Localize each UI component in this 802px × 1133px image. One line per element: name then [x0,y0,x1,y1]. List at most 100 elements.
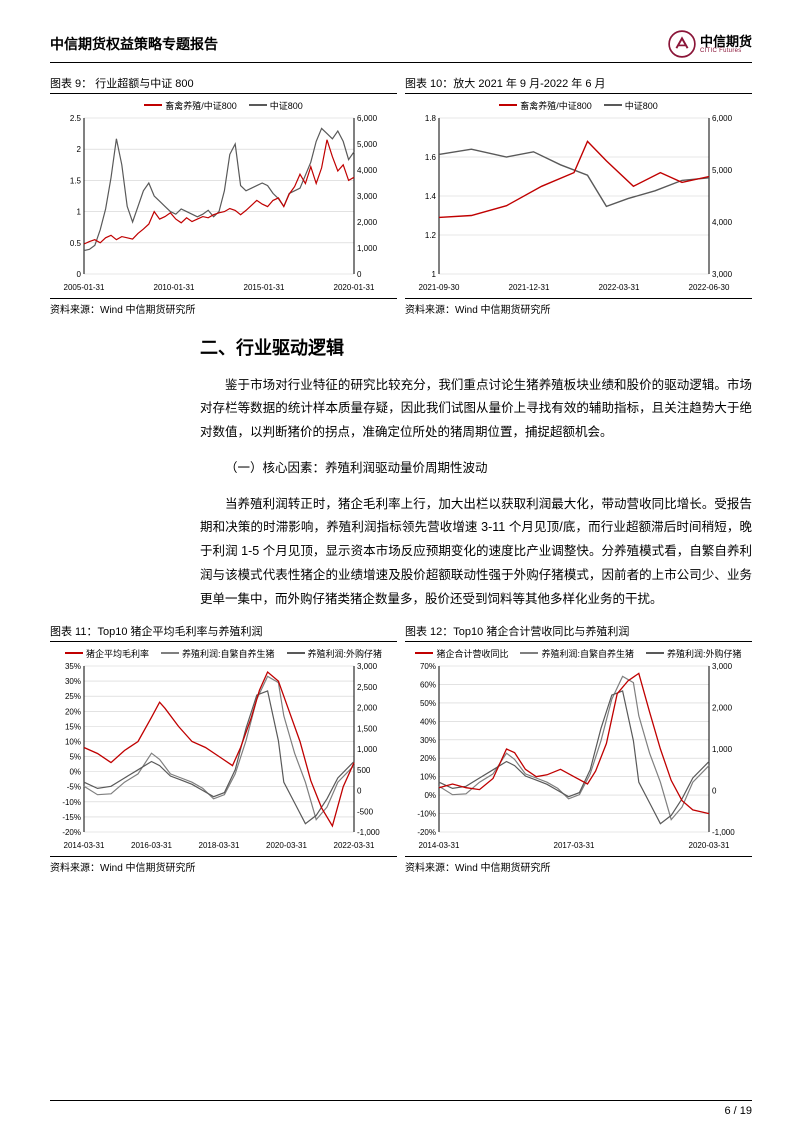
svg-text:2016-03-31: 2016-03-31 [131,841,172,850]
svg-text:0: 0 [712,786,717,795]
svg-text:1.2: 1.2 [425,231,437,240]
chart9-legend: 畜禽养殖/中证800中证800 [50,98,397,112]
svg-text:2021-12-31: 2021-12-31 [509,283,550,292]
svg-text:2.5: 2.5 [70,114,82,123]
chart10-container: 图表 10：放大 2021 年 9 月-2022 年 6 月 畜禽养殖/中证80… [405,75,752,316]
svg-text:2015-01-31: 2015-01-31 [244,283,285,292]
chart11-plot: -20% -15% -10% -5% 0% 5% 10% 15% 20% 25% 30% 35% -1,… [50,662,388,852]
svg-text:-15%: -15% [62,813,81,822]
svg-text:2020-03-31: 2020-03-31 [689,841,730,850]
svg-text:-500: -500 [357,807,374,816]
svg-text:-1,000: -1,000 [357,828,380,837]
page-footer: 6 / 19 [50,1100,752,1117]
chart12-legend: 猪企合计营收同比养殖利润:自繁自养生猪养殖利润:外购仔猪 [405,646,752,660]
svg-text:1,500: 1,500 [357,724,378,733]
svg-text:-5%: -5% [67,782,81,791]
svg-text:35%: 35% [65,662,81,671]
svg-text:30%: 30% [420,736,436,745]
chart10-legend: 畜禽养殖/中证800中证800 [405,98,752,112]
svg-text:0%: 0% [69,767,81,776]
svg-text:10%: 10% [420,772,436,781]
svg-text:3,000: 3,000 [712,662,733,671]
svg-text:0: 0 [357,786,362,795]
chart10-title: 图表 10：放大 2021 年 9 月-2022 年 6 月 [405,75,752,94]
logo-text-cn: 中信期货 [700,35,752,48]
chart12-plot: -20%-10%0%10%20%30%40%50%60%70%-1,00001,… [405,662,743,852]
page-total: 19 [740,1105,752,1117]
svg-text:1.4: 1.4 [425,192,437,201]
svg-text:2,500: 2,500 [357,683,378,692]
svg-text:20%: 20% [420,754,436,763]
svg-text:2017-03-31: 2017-03-31 [554,841,595,850]
svg-text:2005-01-31: 2005-01-31 [64,283,105,292]
svg-text:5,000: 5,000 [357,140,378,149]
svg-text:2010-01-31: 2010-01-31 [154,283,195,292]
svg-text:0%: 0% [424,791,436,800]
chart12-source: 资料来源：Wind 中信期货研究所 [405,859,752,874]
chart9-title: 图表 9： 行业超额与中证 800 [50,75,397,94]
svg-text:500: 500 [357,766,371,775]
svg-text:1.8: 1.8 [425,114,437,123]
svg-text:4,000: 4,000 [712,218,733,227]
chart9-plot: 0 0.5 1 1.5 2 2.5 0 1,000 2,000 3,000 4,000 5,000 6,… [50,114,388,294]
svg-text:2018-03-31: 2018-03-31 [199,841,240,850]
svg-text:-20%: -20% [417,828,436,837]
svg-text:1.6: 1.6 [425,153,437,162]
section-heading: 二、行业驱动逻辑 [200,334,752,360]
chart9-container: 图表 9： 行业超额与中证 800 畜禽养殖/中证800中证800 0 0.5 1 1… [50,75,397,316]
svg-text:0.5: 0.5 [70,238,82,247]
chart12-title: 图表 12：Top10 猪企合计营收同比与养殖利润 [405,623,752,642]
svg-text:2: 2 [77,145,82,154]
svg-text:0: 0 [77,270,82,279]
svg-text:2014-03-31: 2014-03-31 [64,841,105,850]
svg-text:3,000: 3,000 [357,192,378,201]
svg-text:2021-09-30: 2021-09-30 [419,283,460,292]
svg-text:5,000: 5,000 [712,166,733,175]
svg-text:2020-03-31: 2020-03-31 [266,841,307,850]
charts-row-top: 图表 9： 行业超额与中证 800 畜禽养殖/中证800中证800 0 0.5 1 1… [50,75,752,316]
chart12-container: 图表 12：Top10 猪企合计营收同比与养殖利润 猪企合计营收同比养殖利润:自… [405,623,752,874]
chart11-source: 资料来源：Wind 中信期货研究所 [50,859,397,874]
logo-text-en: CITIC Futures [700,48,752,54]
svg-text:2,000: 2,000 [712,703,733,712]
page-sep: / [731,1105,740,1117]
svg-text:15%: 15% [65,722,81,731]
report-title: 中信期货权益策略专题报告 [50,34,218,54]
svg-text:1: 1 [77,207,82,216]
svg-text:2022-03-31: 2022-03-31 [599,283,640,292]
report-header: 中信期货权益策略专题报告 中信期货 CITIC Futures [50,30,752,63]
body-para-1: 鉴于市场对行业特征的研究比较充分，我们重点讨论生猪养殖板块业绩和股价的驱动逻辑。… [200,374,752,445]
svg-text:6,000: 6,000 [357,114,378,123]
body-para-2: 当养殖利润转正时，猪企毛利率上行，加大出栏以获取利润最大化，带动营收同比增长。受… [200,493,752,612]
svg-text:2014-03-31: 2014-03-31 [419,841,460,850]
svg-text:25%: 25% [65,692,81,701]
svg-text:10%: 10% [65,737,81,746]
svg-text:70%: 70% [420,662,436,671]
svg-text:30%: 30% [65,677,81,686]
svg-text:1: 1 [432,270,437,279]
chart9-source: 资料来源：Wind 中信期货研究所 [50,301,397,316]
logo-mark-icon [668,30,696,58]
svg-text:1,000: 1,000 [357,244,378,253]
charts-row-bottom: 图表 11：Top10 猪企平均毛利率与养殖利润 猪企平均毛利率养殖利润:自繁自… [50,623,752,874]
svg-text:2020-01-31: 2020-01-31 [334,283,375,292]
svg-text:-1,000: -1,000 [712,828,735,837]
chart10-source: 资料来源：Wind 中信期货研究所 [405,301,752,316]
svg-text:1.5: 1.5 [70,176,82,185]
svg-text:2022-03-31: 2022-03-31 [334,841,375,850]
svg-text:20%: 20% [65,707,81,716]
chart10-plot: 11.21.41.61.83,0004,0005,0006,0002021-09… [405,114,743,294]
svg-text:-10%: -10% [62,798,81,807]
svg-text:2,000: 2,000 [357,218,378,227]
svg-text:3,000: 3,000 [357,662,378,671]
subsection-heading: （一）核心因素：养殖利润驱动量价周期性波动 [200,457,752,481]
svg-text:-10%: -10% [417,809,436,818]
svg-text:0: 0 [357,270,362,279]
chart11-legend: 猪企平均毛利率养殖利润:自繁自养生猪养殖利润:外购仔猪 [50,646,397,660]
svg-text:5%: 5% [69,752,81,761]
chart11-container: 图表 11：Top10 猪企平均毛利率与养殖利润 猪企平均毛利率养殖利润:自繁自… [50,623,397,874]
svg-text:4,000: 4,000 [357,166,378,175]
svg-text:3,000: 3,000 [712,270,733,279]
svg-text:-20%: -20% [62,828,81,837]
brand-logo: 中信期货 CITIC Futures [668,30,752,58]
